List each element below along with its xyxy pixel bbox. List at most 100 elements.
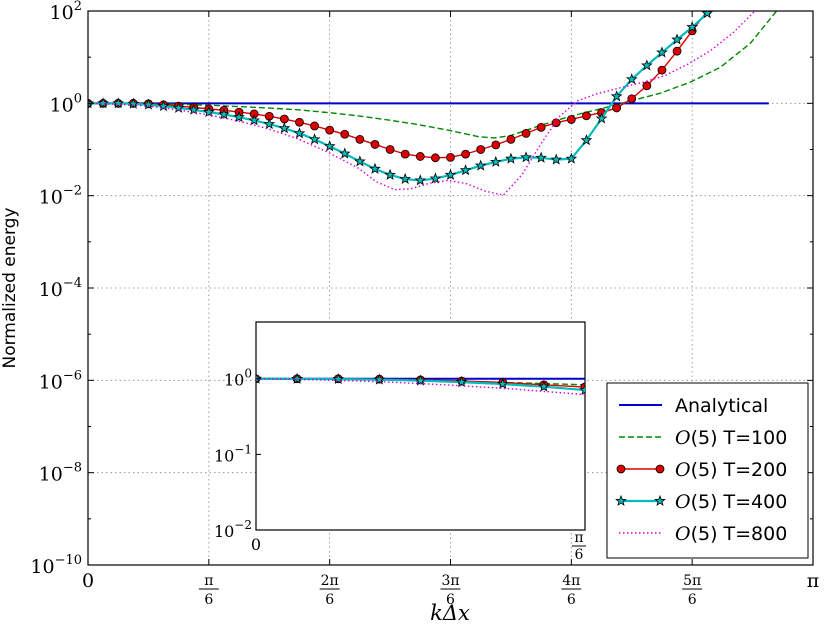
inset-series-3-point [455,375,468,388]
series-2-point [612,103,622,113]
series-3-point [625,73,638,85]
inset-frame [255,321,586,531]
y-tick-label: 102 [50,0,82,24]
series-2-point [279,114,289,124]
series-2-point [521,128,531,138]
series-3-point [369,162,381,174]
y-tick-label: 10−10 [30,553,82,578]
series-3-point [686,21,699,33]
inset-series-3-point [373,373,386,385]
main-series-group [88,11,778,196]
series-3-point [595,112,608,124]
legend-marker [616,464,626,474]
inset-y-tick-label: 10−1 [214,442,252,465]
series-2-point [642,81,652,91]
legend-label: Analytical [675,395,768,417]
series-3-point [112,97,125,109]
y-axis-label: Normalized energy [0,207,20,368]
series-3-point [429,172,442,184]
inset-series-4-line [256,378,585,396]
series-3-point [187,103,200,115]
series-3-point [641,59,653,71]
legend-item: O(5) T=100 [619,427,787,449]
series-3-point [414,174,427,186]
series-2-point [340,129,350,139]
series-3-point [701,11,714,19]
inset-x-tick-numerator: π [574,530,583,546]
legend-item: O(5) T=800 [619,523,787,545]
legend-box [606,382,809,559]
series-3-point [520,151,532,163]
inset-series-3-point [291,372,303,384]
series-3-point [550,153,563,165]
series-3-point [323,140,336,152]
legend-label: O(5) T=800 [675,523,787,545]
series-3-point [338,147,351,159]
series-2-point [506,134,516,144]
series-4-line [88,11,756,196]
legend-marker [655,464,665,474]
x-tick-denominator: 6 [446,592,455,608]
legend: Analytical O(5) T=100 O(5) T=200 O(5) T=400… [606,382,809,559]
series-2-point [355,134,365,144]
inset-y-tick-label: 100 [224,367,252,390]
x-tick-numerator: 2π [321,573,339,589]
series-3-point [580,134,593,146]
series-2-point [385,145,395,154]
series-2-point [491,140,501,150]
series-3-point [278,122,291,134]
series-3-point [474,159,487,171]
series-3-point [202,105,215,118]
x-tick-numerator: 3π [441,573,459,589]
series-2-point [415,152,425,161]
series-3-point [610,90,623,102]
legend-label: O(5) T=100 [675,427,787,449]
series-3-point [233,111,245,123]
x-tick-label: π [807,570,820,592]
inset-x-tick-denominator: 6 [575,547,584,563]
inset-series-group [256,372,585,396]
inset-series-3-point [414,374,427,386]
x-tick-numerator: π [204,573,213,589]
series-2-point [310,121,319,131]
series-2-point [551,118,561,128]
y-tick-label: 10−4 [39,276,82,301]
legend-marker [654,494,666,506]
x-tick-denominator: 6 [325,592,334,608]
series-3-point [384,168,396,180]
series-3-point [535,151,547,163]
x-tick-denominator: 6 [204,592,213,608]
legend-label: O(5) T=400 [675,491,787,513]
legend-item: O(5) T=400 [615,491,787,513]
series-3-point [656,46,668,58]
series-3-point [489,155,502,167]
series-3-point [505,152,517,164]
y-tick-label: 10−6 [39,368,82,393]
series-2-point [325,125,335,135]
legend-marker [615,494,627,506]
series-2-point [476,145,486,154]
series-3-point [218,108,230,120]
series-3-point [671,33,683,45]
series-3-point [354,155,366,167]
series-2-point [430,153,440,163]
y-tick-label: 10−2 [39,184,82,209]
inset-series-3-point [496,377,509,389]
series-3-point [157,99,170,112]
legend-item: Analytical [619,395,768,417]
series-2-point [295,117,304,127]
x-tick-denominator: 6 [688,592,697,608]
series-3-point [293,127,306,139]
x-tick-label: 0 [82,570,94,592]
x-axis-label: kΔx [430,601,470,625]
inset-series-3-point [538,380,550,392]
y-tick-label: 10−8 [39,461,82,486]
series-2-point [657,65,667,75]
series-2-point [582,111,591,121]
series-3-point [565,152,578,164]
series-2-point [461,149,470,159]
series-2-point [446,152,455,162]
series-3-point [399,172,412,185]
x-tick-denominator: 6 [567,592,576,608]
